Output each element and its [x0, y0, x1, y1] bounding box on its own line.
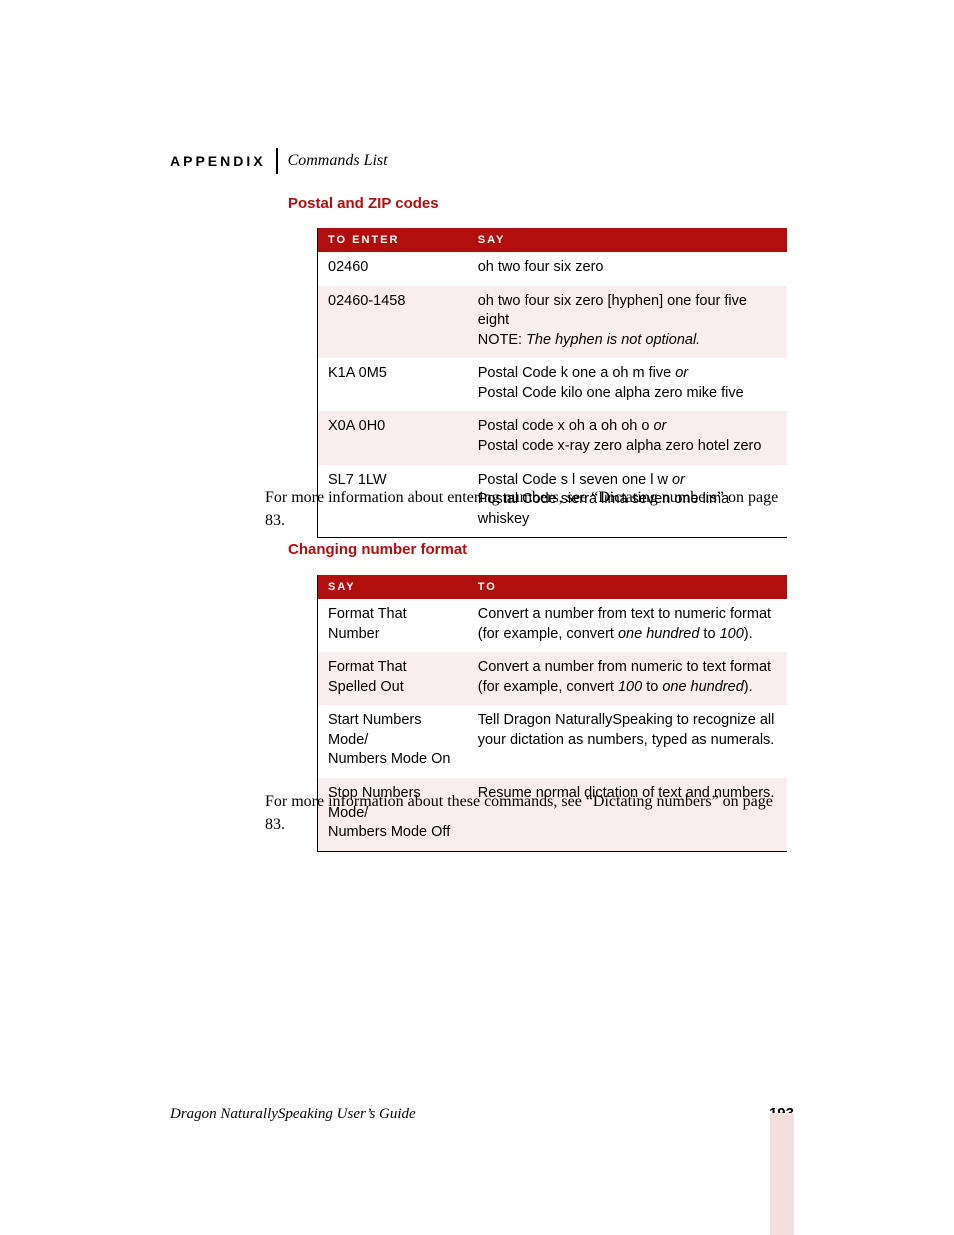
- section-heading-postal: Postal and ZIP codes: [288, 195, 439, 212]
- appendix-label: APPENDIX: [170, 153, 266, 169]
- cell-enter: 02460: [318, 252, 468, 286]
- cell-enter: 02460-1458: [318, 286, 468, 359]
- cell-say: oh two four six zero: [468, 252, 787, 286]
- cell-say: Start Numbers Mode/ Numbers Mode On: [318, 705, 468, 778]
- body-paragraph: For more information about entering numb…: [265, 486, 790, 532]
- table-row: Format That Number Convert a number from…: [318, 599, 788, 652]
- header-divider: [276, 148, 278, 174]
- col-to: To: [468, 575, 787, 599]
- footer-title: Dragon NaturallySpeaking User’s Guide: [170, 1106, 416, 1123]
- cell-to: Tell Dragon NaturallySpeaking to recogni…: [468, 705, 787, 778]
- col-say: Say: [468, 228, 787, 252]
- col-to-enter: To Enter: [318, 228, 468, 252]
- table-header-row: To Enter Say: [318, 228, 788, 252]
- cell-say: Postal code x oh a oh oh o or Postal cod…: [468, 411, 787, 464]
- cell-enter: X0A 0H0: [318, 411, 468, 464]
- page-header: APPENDIX Commands List: [170, 148, 388, 174]
- table-row: X0A 0H0 Postal code x oh a oh oh o or Po…: [318, 411, 788, 464]
- table-row: 02460 oh two four six zero: [318, 252, 788, 286]
- cell-to: Convert a number from numeric to text fo…: [468, 652, 787, 705]
- table-row: Format That Spelled Out Convert a number…: [318, 652, 788, 705]
- thumb-tab: [770, 1113, 794, 1235]
- body-paragraph: For more information about these command…: [265, 790, 790, 836]
- section-heading-number-format: Changing number format: [288, 541, 467, 558]
- cell-say: Format That Number: [318, 599, 468, 652]
- cell-say: Postal Code k one a oh m five or Postal …: [468, 358, 787, 411]
- table-row: Start Numbers Mode/ Numbers Mode On Tell…: [318, 705, 788, 778]
- table-row: K1A 0M5 Postal Code k one a oh m five or…: [318, 358, 788, 411]
- cell-say: oh two four six zero [hyphen] one four f…: [468, 286, 787, 359]
- page: APPENDIX Commands List Postal and ZIP co…: [0, 0, 954, 1235]
- cell-to: Convert a number from text to numeric fo…: [468, 599, 787, 652]
- cell-say: Format That Spelled Out: [318, 652, 468, 705]
- section-name: Commands List: [288, 152, 388, 170]
- table-row: 02460-1458 oh two four six zero [hyphen]…: [318, 286, 788, 359]
- page-footer: Dragon NaturallySpeaking User’s Guide 19…: [170, 1105, 794, 1123]
- table-header-row: Say To: [318, 575, 788, 599]
- cell-enter: K1A 0M5: [318, 358, 468, 411]
- col-say: Say: [318, 575, 468, 599]
